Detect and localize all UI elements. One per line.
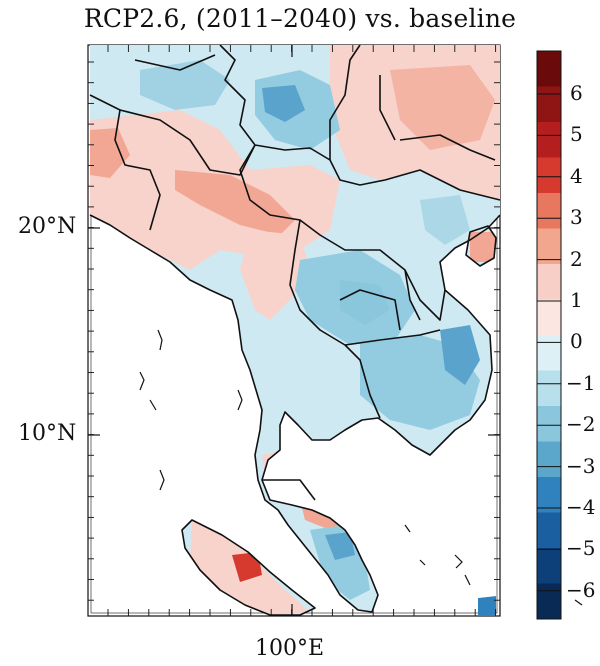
colorbar-tick-label: −5 <box>566 536 596 561</box>
islands <box>139 329 583 606</box>
colorbar-tick-label: −6 <box>566 577 596 602</box>
borders <box>89 44 501 616</box>
colorbar-tick-label: 1 <box>570 288 583 312</box>
colorbar-segment <box>537 548 561 584</box>
colorbar-segment <box>537 157 561 194</box>
colorbar-tick-label: 6 <box>570 81 583 105</box>
colorbar-segment <box>537 583 561 620</box>
colorbar <box>536 50 562 620</box>
colorbar-tick-label: −3 <box>566 453 596 478</box>
colorbar-segment <box>537 264 561 300</box>
colorbar-segment <box>537 193 561 229</box>
colorbar-segment <box>537 122 561 158</box>
colorbar-segment <box>537 512 561 549</box>
lon-label-100e: 100°E <box>255 636 325 661</box>
colorbar-segment <box>537 51 561 87</box>
colorbar-tick-label: −2 <box>566 412 596 437</box>
colorbar-segment <box>537 477 561 513</box>
colorbar-tick-label: 5 <box>570 122 583 147</box>
colorbar-segment <box>537 228 561 265</box>
colorbar-tick-label: 4 <box>570 163 583 188</box>
colorbar-segment <box>537 299 561 336</box>
lat-label-20n: 20°N <box>18 214 77 239</box>
colorbar-tick-label: 2 <box>570 246 583 271</box>
colorbar-segment <box>537 406 561 442</box>
map-title: RCP2.6, (2011–2040) vs. baseline <box>83 4 517 33</box>
colorbar-tick-label: 3 <box>570 205 583 230</box>
colorbar-segment <box>537 441 561 478</box>
lat-label-10n: 10°N <box>18 421 77 446</box>
colorbar-tick-label: −4 <box>566 495 596 519</box>
colorbar-tick-label: −1 <box>566 370 596 395</box>
colorbar-segment <box>537 335 561 371</box>
colorbar-tick-label: 0 <box>570 329 583 354</box>
minor-ticks <box>88 45 500 616</box>
colorbar-segment <box>537 86 561 123</box>
colorbar-segment <box>537 370 561 407</box>
